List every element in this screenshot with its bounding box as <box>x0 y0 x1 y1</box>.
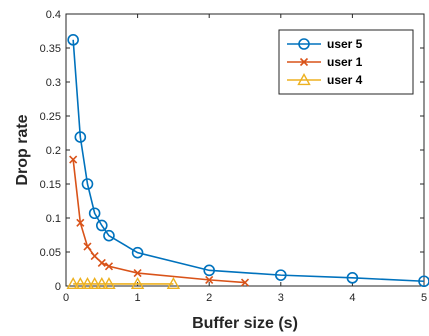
legend-label: user 5 <box>327 37 363 51</box>
data-point <box>203 264 215 277</box>
cross-stroke <box>104 262 114 271</box>
y-tick-label: 0.1 <box>46 213 61 225</box>
data-point <box>87 277 102 290</box>
y-tick-label: 0.15 <box>40 179 61 191</box>
y-tick-label: 0 <box>55 281 61 293</box>
data-point <box>90 252 99 261</box>
y-axis-ticks: 0 0.05 0.1 0.15 0.2 0.25 0.3 0.35 0.4 <box>40 9 424 293</box>
data-point <box>83 242 92 251</box>
data-point <box>66 277 80 290</box>
data-point <box>96 219 108 232</box>
data-point <box>274 269 287 281</box>
cross-stroke <box>133 269 142 278</box>
data-point <box>102 277 116 290</box>
x-axis-label: Buffer size (s) <box>192 315 298 332</box>
y-tick-label: 0.4 <box>46 9 61 21</box>
y-axis-label: Drop rate <box>14 114 31 185</box>
legend-item: user 5 <box>287 37 363 51</box>
data-point <box>240 278 250 287</box>
series-user-5 <box>67 34 429 288</box>
cross-stroke <box>205 275 214 284</box>
y-tick-label: 0.05 <box>40 247 61 259</box>
cross-stroke <box>299 57 309 67</box>
x-tick-label: 5 <box>421 292 427 304</box>
x-tick-label: 4 <box>349 292 355 304</box>
data-point <box>81 178 94 190</box>
data-point <box>76 218 85 227</box>
y-tick-label: 0.2 <box>46 145 61 157</box>
data-point <box>418 275 429 288</box>
data-point <box>299 57 309 67</box>
data-point <box>166 277 181 290</box>
cross-stroke <box>97 258 106 267</box>
data-point <box>205 275 214 284</box>
cross-stroke <box>76 218 85 227</box>
x-tick-label: 0 <box>63 292 69 304</box>
y-tick-label: 0.25 <box>40 111 61 123</box>
x-tick-label: 1 <box>135 292 141 304</box>
data-point <box>133 269 142 278</box>
legend-label: user 1 <box>327 55 363 69</box>
cross-stroke <box>240 278 250 287</box>
data-point <box>104 262 114 271</box>
legend: user 5 user 1 user 4 <box>278 29 414 95</box>
data-point <box>130 277 145 290</box>
x-tick-label: 3 <box>278 292 284 304</box>
data-point <box>80 277 95 290</box>
data-point <box>103 229 115 242</box>
legend-item: user 4 <box>287 73 363 87</box>
x-tick-label: 2 <box>206 292 212 304</box>
cross-stroke <box>83 242 92 251</box>
cross-stroke <box>90 252 99 261</box>
cross-stroke <box>69 155 78 164</box>
series-line <box>72 39 425 283</box>
y-tick-label: 0.35 <box>40 43 61 55</box>
legend-item: user 1 <box>287 55 363 69</box>
data-point <box>298 38 310 50</box>
data-point <box>69 155 78 164</box>
series-group <box>66 34 429 290</box>
data-point <box>88 207 101 220</box>
data-point <box>74 131 87 143</box>
data-point <box>95 277 109 290</box>
series-user-1 <box>69 155 250 287</box>
data-point <box>346 272 359 284</box>
legend-label: user 4 <box>327 73 363 87</box>
data-point <box>73 277 88 290</box>
data-point <box>297 73 311 86</box>
series-user-4 <box>66 277 181 290</box>
data-point <box>97 258 106 267</box>
data-point <box>67 34 79 46</box>
y-tick-label: 0.3 <box>46 77 61 89</box>
data-point <box>131 246 144 259</box>
